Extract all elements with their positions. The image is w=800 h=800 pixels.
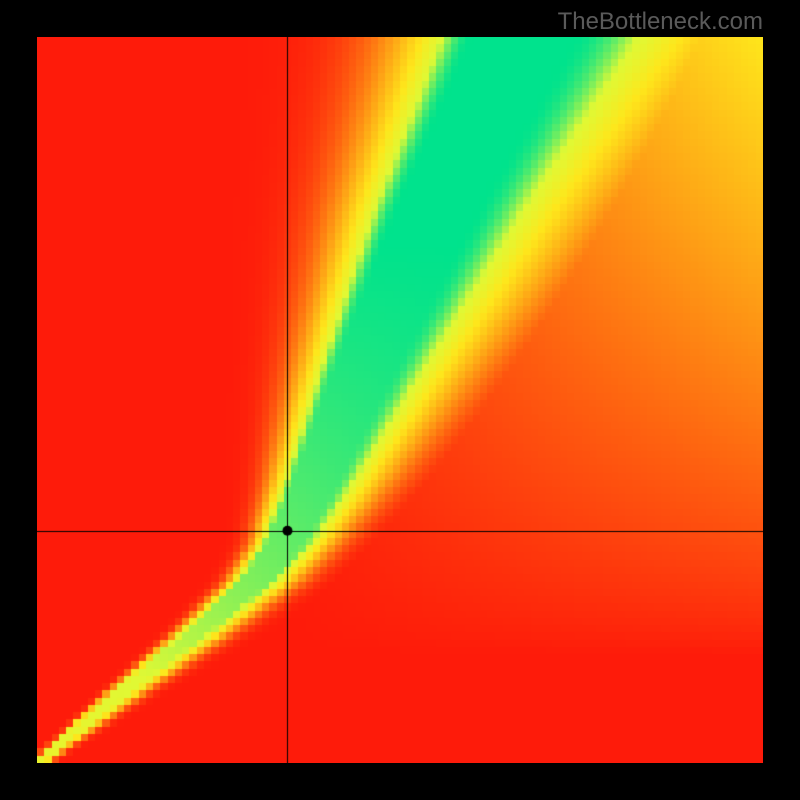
- bottleneck-heatmap: [37, 37, 763, 763]
- watermark-text: TheBottleneck.com: [558, 8, 763, 36]
- chart-container: TheBottleneck.com: [0, 0, 800, 800]
